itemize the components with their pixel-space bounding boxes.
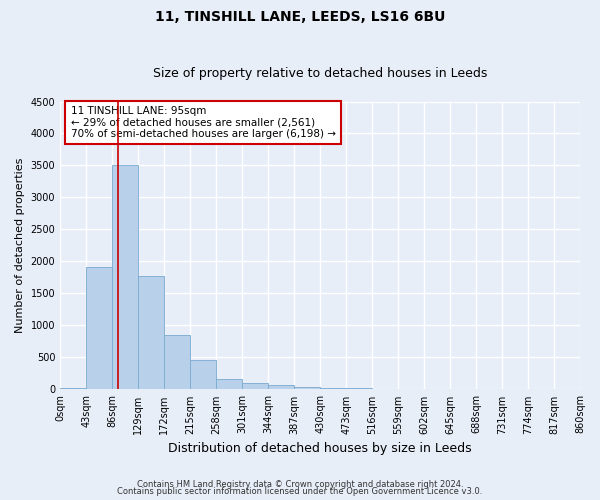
- Text: 11 TINSHILL LANE: 95sqm
← 29% of detached houses are smaller (2,561)
70% of semi: 11 TINSHILL LANE: 95sqm ← 29% of detache…: [71, 106, 335, 139]
- Bar: [216, 379, 242, 390]
- Bar: [112, 166, 138, 390]
- Bar: [294, 387, 320, 390]
- X-axis label: Distribution of detached houses by size in Leeds: Distribution of detached houses by size …: [168, 442, 472, 455]
- Bar: [60, 388, 86, 390]
- Y-axis label: Number of detached properties: Number of detached properties: [15, 158, 25, 333]
- Text: Contains public sector information licensed under the Open Government Licence v3: Contains public sector information licen…: [118, 487, 482, 496]
- Bar: [346, 388, 372, 390]
- Bar: [138, 276, 164, 390]
- Bar: [86, 266, 112, 390]
- Bar: [164, 335, 190, 390]
- Text: 11, TINSHILL LANE, LEEDS, LS16 6BU: 11, TINSHILL LANE, LEEDS, LS16 6BU: [155, 10, 445, 24]
- Bar: [268, 385, 294, 390]
- Text: Contains HM Land Registry data © Crown copyright and database right 2024.: Contains HM Land Registry data © Crown c…: [137, 480, 463, 489]
- Bar: [320, 388, 346, 390]
- Title: Size of property relative to detached houses in Leeds: Size of property relative to detached ho…: [153, 66, 487, 80]
- Bar: [242, 384, 268, 390]
- Bar: [190, 360, 216, 390]
